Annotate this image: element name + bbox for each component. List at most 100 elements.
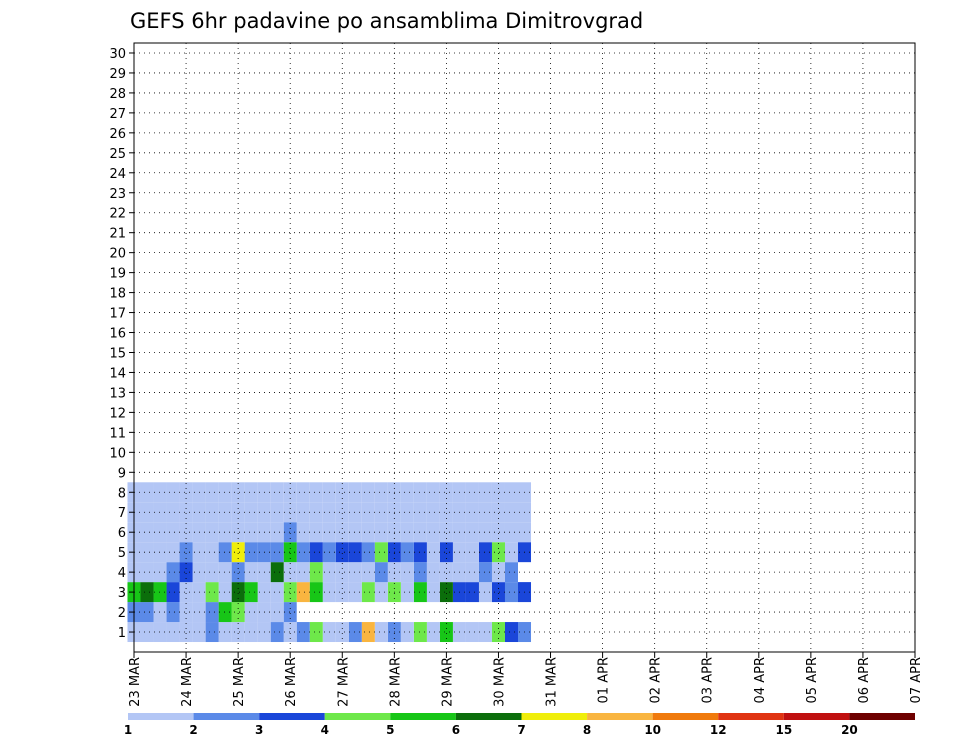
heatmap-cell bbox=[283, 562, 297, 583]
heatmap-cell bbox=[270, 562, 284, 583]
heatmap-cell bbox=[361, 542, 375, 563]
heatmap-cell bbox=[153, 622, 167, 643]
heatmap-cell bbox=[309, 482, 323, 503]
colorbar-swatch bbox=[587, 713, 653, 720]
x-tick-label: 23 MAR bbox=[128, 657, 143, 707]
y-tick-label: 8 bbox=[118, 486, 126, 501]
colorbar-label: 3 bbox=[255, 723, 263, 737]
heatmap-cell bbox=[439, 482, 453, 503]
colorbar-label: 8 bbox=[583, 723, 591, 737]
heatmap-cell bbox=[179, 502, 193, 523]
heatmap-cell bbox=[504, 522, 518, 543]
x-tick-label: 06 APR bbox=[857, 657, 872, 703]
x-tick-label: 02 APR bbox=[649, 657, 664, 703]
heatmap-cell bbox=[218, 562, 232, 583]
heatmap-cell bbox=[374, 522, 388, 543]
heatmap-cell bbox=[348, 582, 362, 603]
heatmap-cell bbox=[218, 482, 232, 503]
heatmap-cell bbox=[244, 482, 258, 503]
heatmap-cell bbox=[491, 622, 505, 643]
heatmap-cell bbox=[335, 542, 349, 563]
heatmap-cell bbox=[140, 562, 154, 583]
heatmap-cell bbox=[491, 482, 505, 503]
heatmap-cell bbox=[504, 502, 518, 523]
x-tick-label: 31 MAR bbox=[545, 657, 560, 707]
heatmap-cell bbox=[491, 502, 505, 523]
heatmap-cell bbox=[244, 622, 258, 643]
colorbar-swatch bbox=[783, 713, 850, 720]
y-tick-label: 16 bbox=[109, 327, 126, 342]
heatmap-cell bbox=[335, 482, 349, 503]
heatmap-cell bbox=[296, 622, 310, 643]
y-tick-label: 13 bbox=[109, 386, 126, 401]
y-tick-label: 3 bbox=[118, 586, 126, 601]
colorbar-label: 5 bbox=[386, 723, 394, 737]
heatmap-cell bbox=[400, 522, 414, 543]
heatmap-cell bbox=[166, 562, 180, 583]
heatmap-cell bbox=[153, 602, 167, 623]
heatmap-cell bbox=[361, 502, 375, 523]
heatmap-cell bbox=[478, 482, 492, 503]
heatmap-cell bbox=[244, 522, 258, 543]
y-tick-label: 4 bbox=[118, 566, 126, 581]
heatmap-cell bbox=[296, 482, 310, 503]
heatmap-cell bbox=[374, 502, 388, 523]
heatmap-cell bbox=[153, 482, 167, 503]
heatmap-cell bbox=[270, 522, 284, 543]
heatmap-cell bbox=[205, 582, 219, 603]
y-tick-label: 26 bbox=[109, 127, 126, 142]
heatmap-cell bbox=[361, 622, 375, 643]
heatmap-cell bbox=[218, 602, 232, 623]
heatmap-cell bbox=[348, 622, 362, 643]
heatmap-cell bbox=[140, 622, 154, 643]
heatmap-cell bbox=[439, 542, 453, 563]
heatmap-cell bbox=[348, 502, 362, 523]
heatmap-cell bbox=[166, 482, 180, 503]
colorbar-label: 1 bbox=[124, 723, 132, 737]
heatmap-cell bbox=[179, 542, 193, 563]
heatmap-cell bbox=[478, 542, 492, 563]
heatmap-cells bbox=[127, 482, 532, 643]
heatmap-cell bbox=[244, 562, 258, 583]
heatmap-cell bbox=[465, 562, 479, 583]
heatmap-cell bbox=[205, 602, 219, 623]
colorbar-label: 4 bbox=[321, 723, 329, 737]
heatmap-cell bbox=[465, 522, 479, 543]
heatmap-cell bbox=[179, 582, 193, 603]
heatmap-cell bbox=[413, 482, 427, 503]
heatmap-cell bbox=[231, 562, 245, 583]
y-tick-label: 23 bbox=[109, 187, 126, 202]
heatmap-cell bbox=[244, 582, 258, 603]
colorbar: 1 2 3 4 5 6 7 8 10 12 15 20 bbox=[124, 713, 915, 737]
x-tick-label: 03 APR bbox=[701, 657, 716, 703]
colorbar-swatch bbox=[324, 713, 391, 720]
heatmap-cell bbox=[491, 542, 505, 563]
x-tick-label: 29 MAR bbox=[440, 657, 455, 707]
heatmap-cell bbox=[179, 562, 193, 583]
heatmap-cell bbox=[348, 482, 362, 503]
heatmap-cell bbox=[140, 602, 154, 623]
x-tick-label: 05 APR bbox=[805, 657, 820, 703]
y-tick-label: 24 bbox=[109, 167, 126, 182]
heatmap-cell bbox=[439, 582, 453, 603]
y-tick-label: 11 bbox=[109, 426, 126, 441]
y-tick-label: 7 bbox=[118, 506, 126, 521]
heatmap-cell bbox=[179, 602, 193, 623]
x-tick-label: 26 MAR bbox=[284, 657, 299, 707]
y-tick-label: 15 bbox=[109, 346, 126, 361]
y-tick-label: 18 bbox=[109, 287, 126, 302]
heatmap-cell bbox=[153, 522, 167, 543]
heatmap-cell bbox=[283, 522, 297, 543]
y-tick-label: 14 bbox=[109, 366, 126, 381]
colorbar-swatch bbox=[390, 713, 456, 720]
heatmap-cell bbox=[465, 582, 479, 603]
heatmap-cell bbox=[374, 562, 388, 583]
heatmap-cell bbox=[166, 542, 180, 563]
heatmap-cell bbox=[439, 622, 453, 643]
heatmap-cell bbox=[231, 622, 245, 643]
x-tick-label: 24 MAR bbox=[180, 657, 195, 707]
heatmap-cell bbox=[400, 582, 414, 603]
colorbar-label: 2 bbox=[189, 723, 197, 737]
heatmap-cell bbox=[283, 482, 297, 503]
heatmap-cell bbox=[478, 522, 492, 543]
